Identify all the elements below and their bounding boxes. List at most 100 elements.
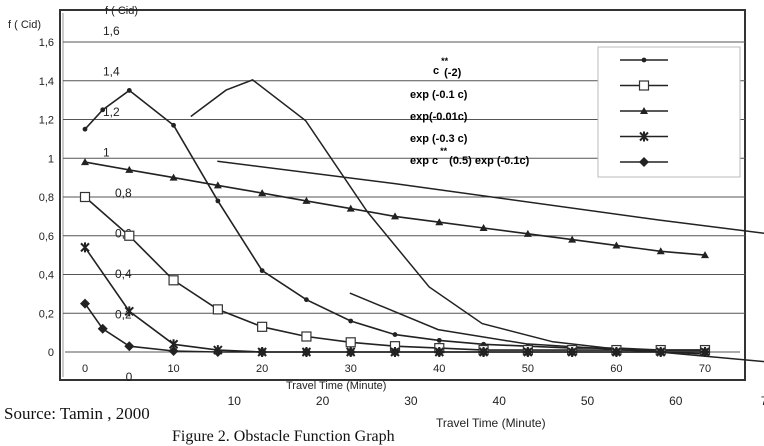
overlay-curve xyxy=(217,160,764,235)
y-tick-label: 1,4 xyxy=(39,76,54,88)
series-line xyxy=(84,89,705,351)
overlay-y-tick-label: 1,2 xyxy=(103,105,120,119)
overlay-x-axis-label: Travel Time (Minute) xyxy=(436,416,546,430)
data-point xyxy=(79,191,91,203)
x-axis-label: Travel Time (Minute) xyxy=(286,380,386,392)
legend-rest: (0.5) exp (-0.1c) xyxy=(449,155,529,167)
data-point xyxy=(568,235,577,243)
data-point xyxy=(171,122,176,128)
overlay-y-tick-label: 1 xyxy=(103,146,110,160)
data-point xyxy=(523,229,532,237)
y-tick-label: 0 xyxy=(48,347,54,359)
data-point xyxy=(168,275,179,286)
y-tick-label: 0,2 xyxy=(39,308,54,320)
x-tick-label: 0 xyxy=(82,363,88,375)
data-point xyxy=(638,80,650,91)
data-point xyxy=(345,337,356,348)
x-tick-label: 30 xyxy=(345,363,357,375)
data-point xyxy=(124,230,135,241)
overlay-y-tick-label: 0,8 xyxy=(115,186,132,200)
data-point xyxy=(522,347,533,357)
data-point xyxy=(612,241,621,249)
data-point xyxy=(641,57,647,63)
data-point xyxy=(436,337,442,343)
data-point xyxy=(212,347,223,357)
data-point xyxy=(700,347,710,357)
data-point xyxy=(611,347,622,357)
legend-label: exp (-0.1 c) xyxy=(410,89,468,101)
series-line xyxy=(84,303,705,353)
data-point xyxy=(478,347,489,357)
x-tick-label: 60 xyxy=(610,363,622,375)
data-point xyxy=(81,158,89,166)
data-point xyxy=(168,346,179,357)
data-point xyxy=(257,321,268,332)
data-point xyxy=(346,204,355,212)
data-point xyxy=(345,347,356,357)
data-point xyxy=(125,165,134,173)
overlay-y-tick-label: 0,4 xyxy=(115,267,132,281)
data-point xyxy=(390,347,400,357)
legend-label: exp (-0.3 c) xyxy=(410,133,468,145)
series-4 xyxy=(80,298,710,357)
data-point xyxy=(392,332,398,337)
y-tick-label: 1,2 xyxy=(39,115,54,127)
data-point xyxy=(100,107,106,113)
overlay-x-tick-label: 30 xyxy=(404,394,418,408)
legend-label: c** (-2) xyxy=(433,56,462,79)
legend-label: exp c**(0.5) exp (-0.1c) xyxy=(410,146,530,167)
overlay-x-tick-label: 0 xyxy=(126,370,133,384)
data-point xyxy=(639,131,649,142)
series-2 xyxy=(81,158,709,259)
data-point xyxy=(257,347,268,357)
data-point xyxy=(80,298,90,309)
overlay-y-axis-label: f ( Cid) xyxy=(105,5,138,17)
data-point xyxy=(656,247,665,255)
x-tick-labels: 0 10 20 30 40 50 60 70 xyxy=(82,363,711,375)
y-tick-label: 0,6 xyxy=(39,231,54,243)
x-tick-label: 10 xyxy=(167,363,179,375)
overlay-y-tick-label: 1,4 xyxy=(103,65,120,79)
data-point xyxy=(655,347,666,357)
data-point xyxy=(391,212,399,220)
x-tick-label: 20 xyxy=(256,363,268,375)
legend-sup: ** xyxy=(440,146,448,156)
data-point xyxy=(301,331,312,342)
data-point xyxy=(479,224,488,231)
overlay-y-tick-label: 1,6 xyxy=(103,24,120,38)
data-point xyxy=(348,318,354,324)
overlay-y-tick-labels: 1,61,41,210,80,60,40,2 xyxy=(103,24,132,322)
data-point xyxy=(215,198,221,204)
overlay-x-tick-label: 40 xyxy=(493,394,507,408)
overlay-x-tick-labels: 0 10 20 30 40 50 60 7 xyxy=(126,370,764,408)
data-point xyxy=(212,304,223,315)
legend: c** (-2) exp (-0.1 c) exp(-0.01c) exp (-0.3 … xyxy=(410,46,741,178)
data-point xyxy=(435,218,444,226)
data-point xyxy=(124,341,135,352)
legend-rest: (-2) xyxy=(444,67,461,79)
data-point xyxy=(97,323,108,334)
x-tick-label: 70 xyxy=(699,363,711,375)
data-point xyxy=(259,268,265,274)
y-axis-label: f ( Cid) xyxy=(8,19,41,31)
y-tick-label: 0,8 xyxy=(39,192,54,204)
overlay-x-tick-label: 60 xyxy=(669,394,683,408)
legend-sup: ** xyxy=(441,56,449,66)
data-point xyxy=(567,347,578,357)
legend-box xyxy=(597,46,741,178)
y-tick-label: 1,6 xyxy=(39,37,54,49)
data-point xyxy=(304,297,309,303)
outer-frame xyxy=(59,9,746,381)
data-point xyxy=(124,306,134,317)
data-point xyxy=(213,181,222,189)
overlay-x-tick-label: 50 xyxy=(581,394,595,408)
data-point xyxy=(169,173,178,181)
y-tick-labels: 0 0,2 0,4 0,6 0,8 1 1,2 1,4 1,6 xyxy=(39,37,54,359)
x-tick-label: 40 xyxy=(433,363,445,375)
data-point xyxy=(639,157,649,167)
data-point xyxy=(302,196,311,204)
overlay-curve xyxy=(190,79,704,355)
data-point xyxy=(258,189,267,197)
figure-caption: Figure 2. Obstacle Function Graph xyxy=(172,428,395,445)
data-point xyxy=(701,251,709,259)
